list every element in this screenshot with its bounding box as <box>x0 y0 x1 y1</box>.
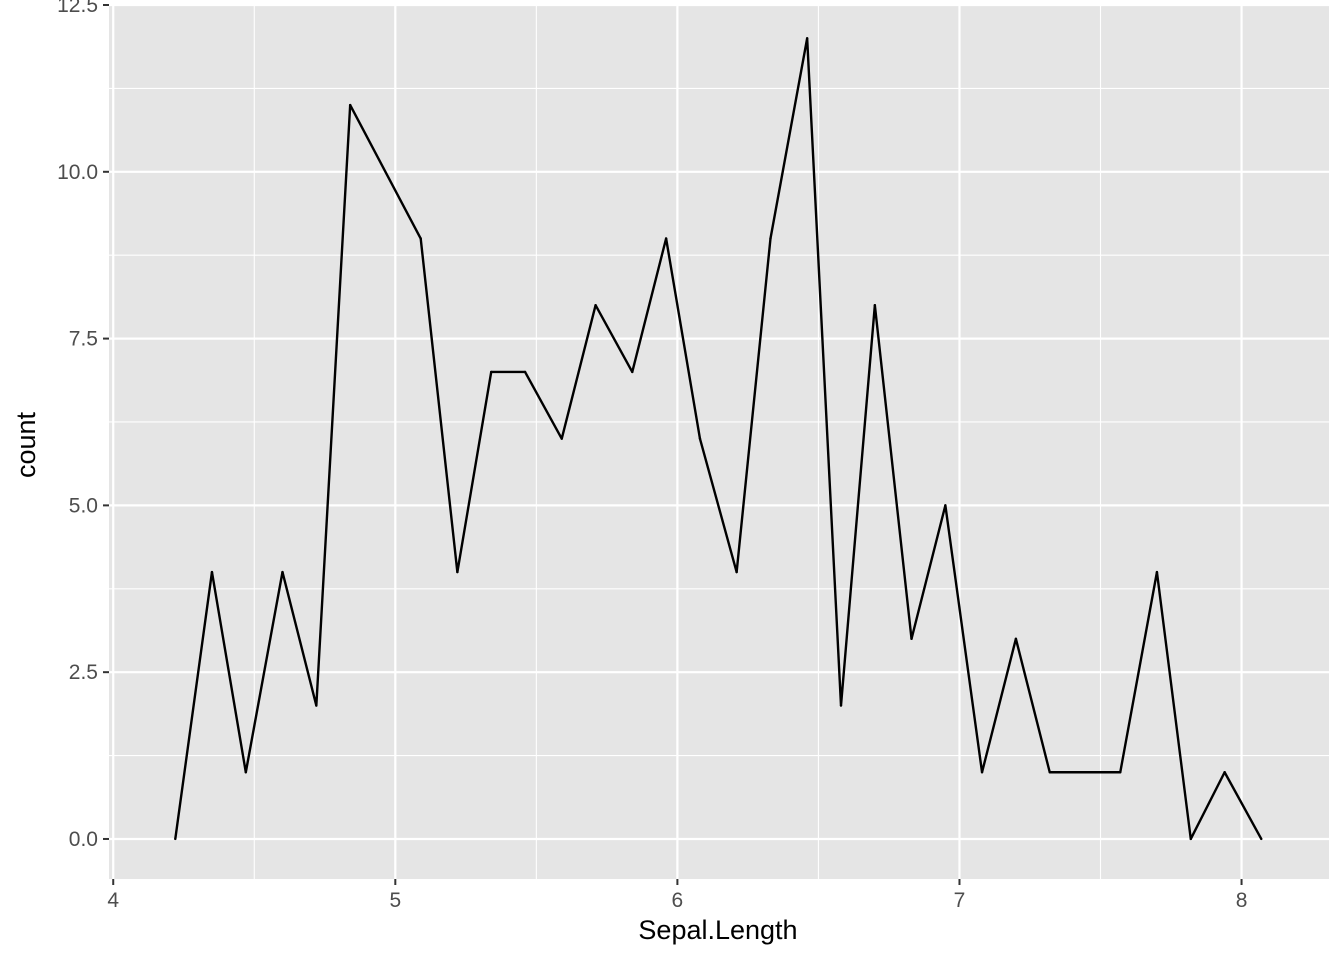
x-axis-title: Sepal.Length <box>638 915 797 945</box>
data-point <box>1119 771 1122 774</box>
x-tick-label: 5 <box>389 889 401 912</box>
y-axis: 0.0 2.5 5.0 7.5 10.0 12.5 <box>57 0 109 851</box>
data-point <box>560 437 563 440</box>
data-point <box>348 103 352 107</box>
y-tick-label: 2.5 <box>69 661 98 684</box>
y-tick-label: 7.5 <box>69 328 98 351</box>
data-point <box>523 370 527 374</box>
data-point <box>1048 771 1051 774</box>
data-point <box>980 771 984 774</box>
data-point <box>1014 637 1018 641</box>
y-tick-label: 5.0 <box>69 494 98 517</box>
data-point <box>944 504 947 507</box>
y-axis-title: count <box>11 411 41 478</box>
data-point <box>1189 837 1192 841</box>
data-point <box>244 771 248 774</box>
data-point <box>1223 771 1226 774</box>
data-point <box>805 37 809 40</box>
series-points <box>174 37 1263 841</box>
data-point <box>698 437 702 440</box>
data-point <box>1260 837 1263 841</box>
data-point <box>210 570 214 574</box>
data-point <box>490 370 493 374</box>
data-point <box>839 704 843 707</box>
y-tick-label: 0.0 <box>69 828 98 851</box>
x-tick-label: 6 <box>672 889 684 912</box>
grid-minor <box>109 5 1329 879</box>
data-point <box>631 370 634 374</box>
data-point <box>664 237 668 240</box>
data-point <box>769 237 772 240</box>
x-tick-label: 7 <box>954 889 966 912</box>
data-point <box>1085 771 1088 774</box>
data-point <box>174 837 177 841</box>
data-point <box>873 304 877 307</box>
data-point <box>419 237 422 240</box>
y-tick-label: 12.5 <box>57 0 98 17</box>
data-point <box>910 637 913 641</box>
data-point <box>315 704 318 707</box>
x-tick-label: 4 <box>107 889 119 912</box>
data-point <box>456 570 459 574</box>
data-point <box>735 570 738 574</box>
plot-panel <box>109 5 1329 879</box>
y-tick-label: 10.0 <box>57 161 98 184</box>
data-point <box>1155 570 1159 574</box>
x-axis: 4 5 6 7 8 <box>107 879 1247 912</box>
data-point <box>281 570 284 574</box>
x-tick-label: 8 <box>1236 889 1248 912</box>
data-point <box>594 304 597 307</box>
